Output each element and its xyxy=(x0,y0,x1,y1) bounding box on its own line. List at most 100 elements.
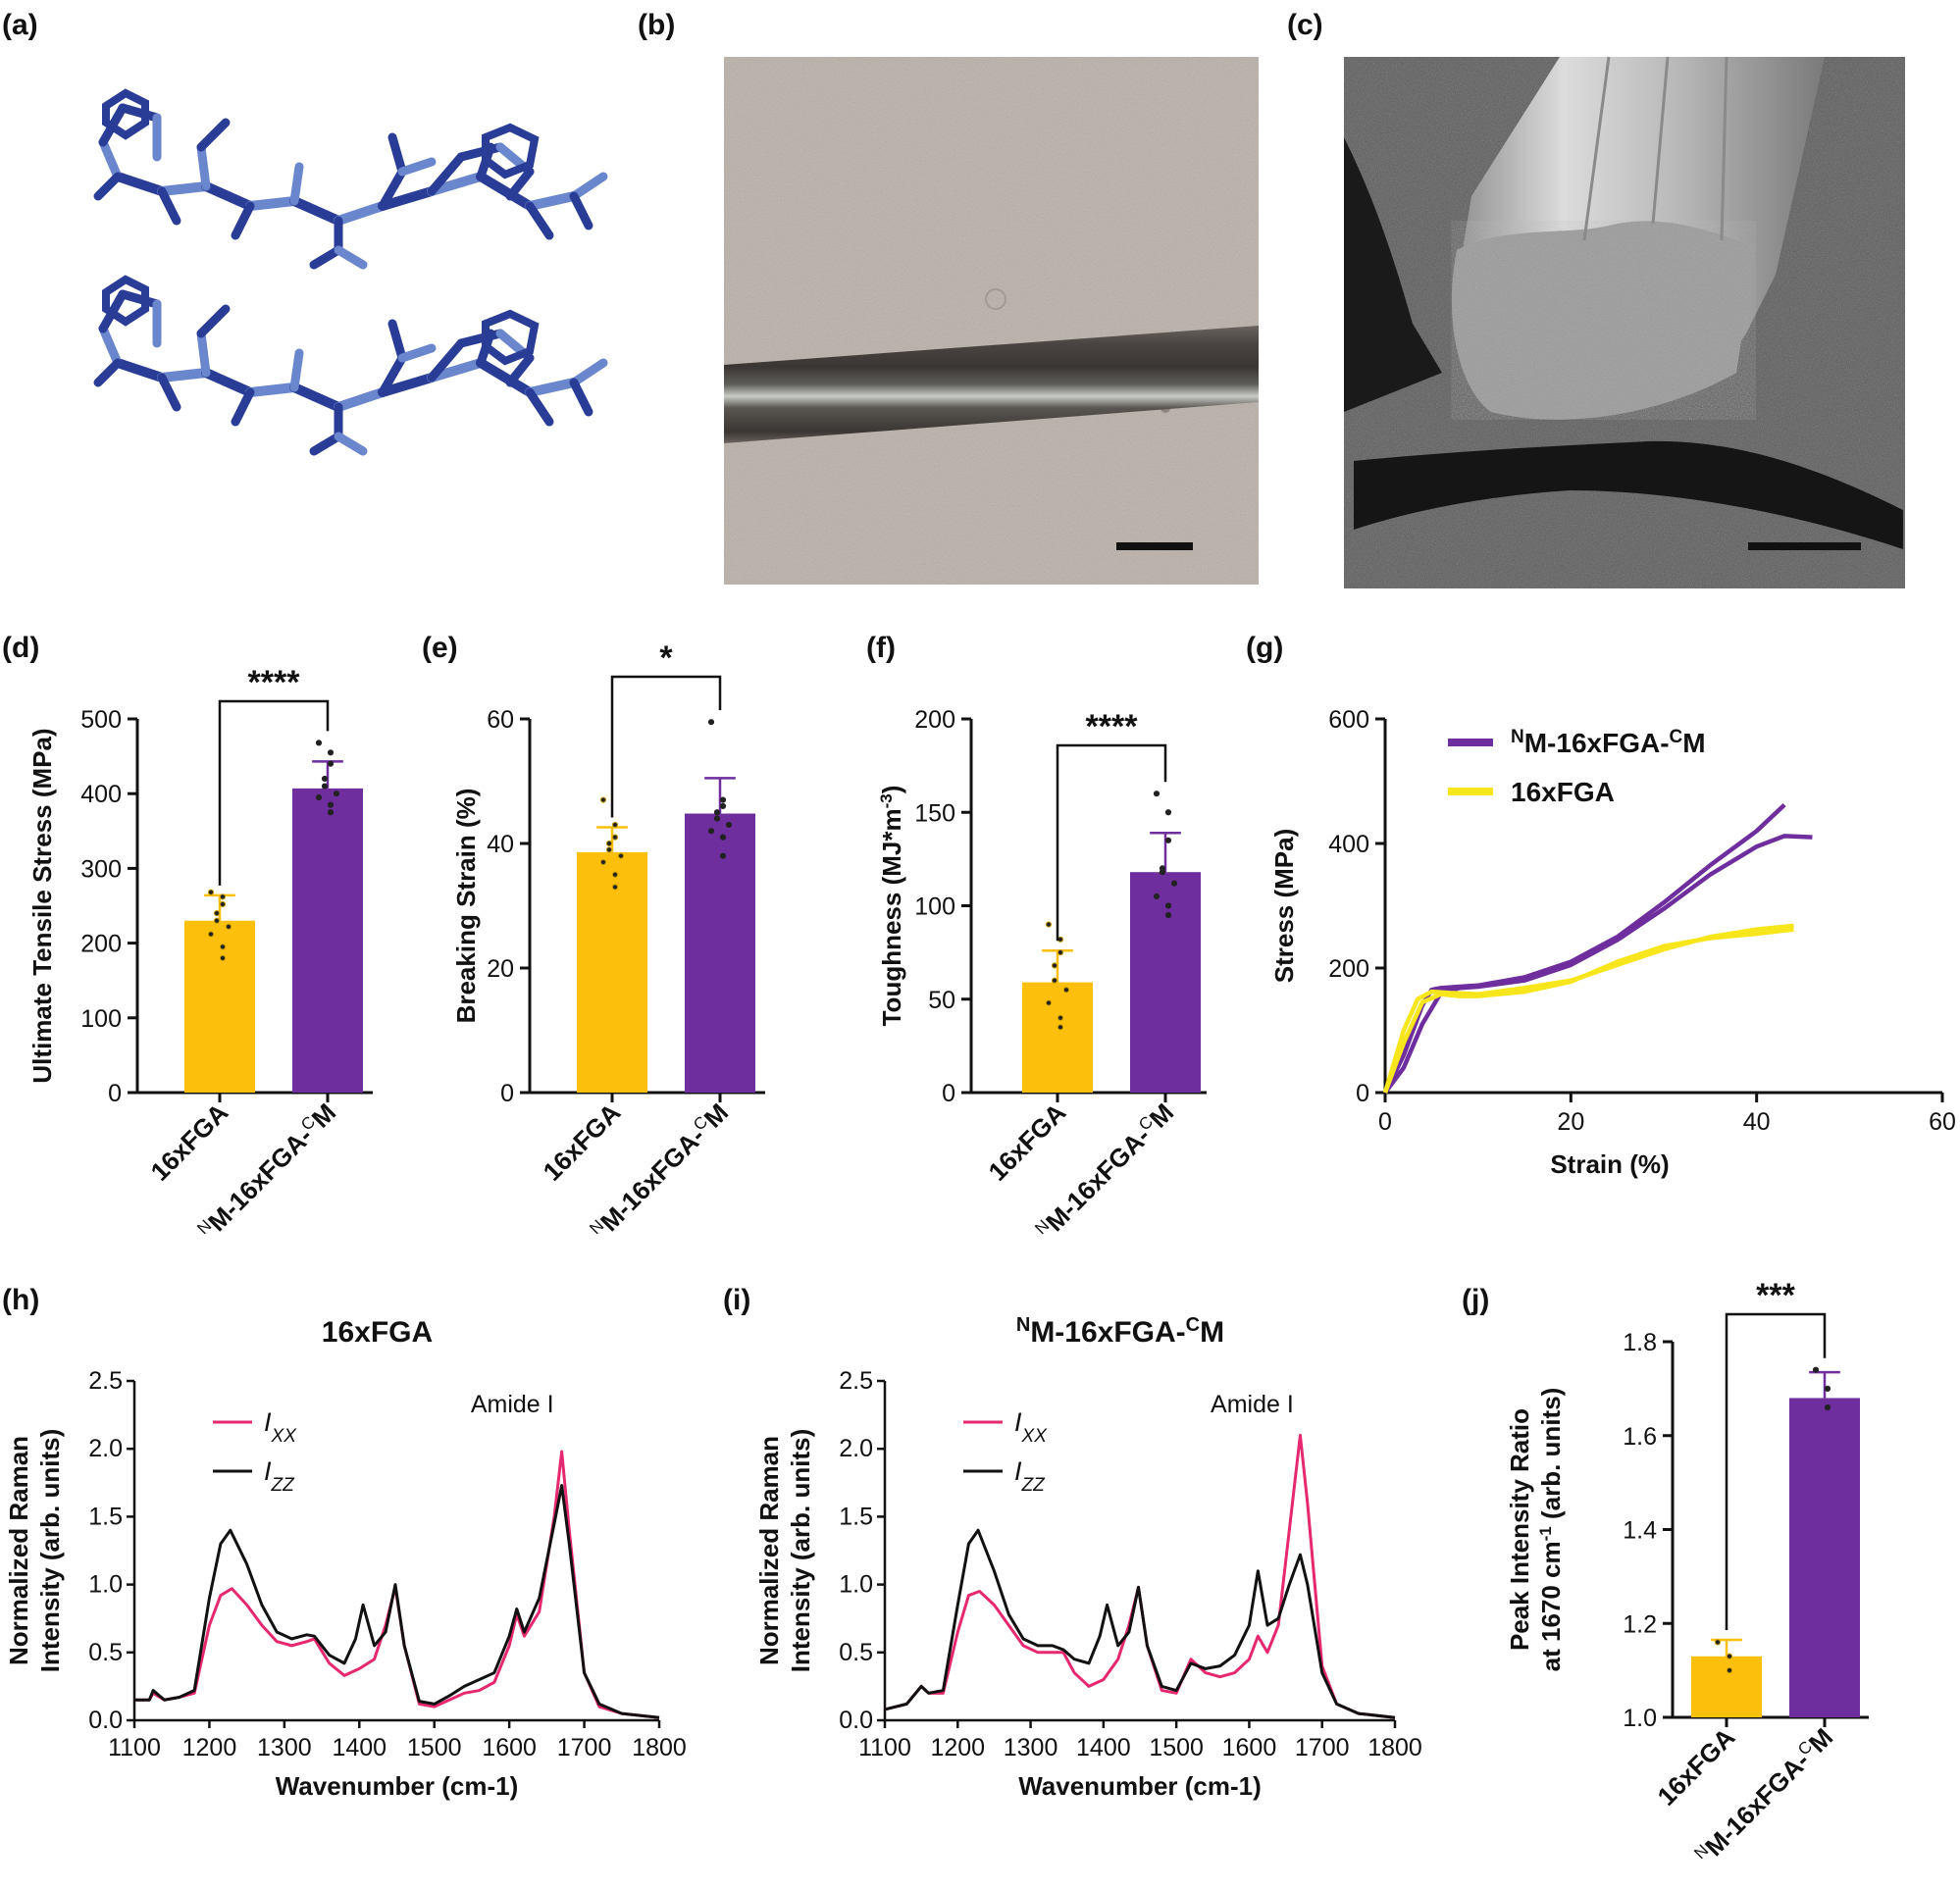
bond xyxy=(245,196,299,211)
bond xyxy=(378,167,407,211)
data-point xyxy=(1164,837,1172,843)
data-point xyxy=(219,944,227,950)
bond xyxy=(397,343,437,363)
scale-bar xyxy=(1748,542,1861,550)
data-point xyxy=(1057,949,1064,956)
data-point xyxy=(1057,1024,1064,1031)
bond xyxy=(334,387,387,412)
bond xyxy=(113,172,167,196)
bar xyxy=(1691,1656,1762,1717)
category-label: 16xFGA xyxy=(145,1097,234,1187)
bond xyxy=(289,383,343,412)
data-point xyxy=(327,749,335,756)
x-axis-label: Wavenumber (cm-1) xyxy=(1018,1771,1262,1801)
tspan: C xyxy=(1186,1314,1200,1336)
bond xyxy=(387,132,407,177)
tspan: -3 xyxy=(877,793,896,808)
significance-label: * xyxy=(659,639,673,677)
y-tick-label: 40 xyxy=(487,831,514,858)
bar xyxy=(1130,872,1201,1093)
data-point xyxy=(315,740,323,746)
significance-bracket xyxy=(1725,1312,1827,1631)
y-tick-label: 0 xyxy=(108,1080,122,1107)
panel-label: (e) xyxy=(422,632,458,664)
y-tick-label: 500 xyxy=(80,706,122,734)
data-point xyxy=(1170,880,1178,887)
data-point xyxy=(1062,987,1070,994)
y-axis-label: Ultimate Tensile Stress (MPa) xyxy=(27,728,57,1083)
y-tick-label: 400 xyxy=(80,781,122,808)
y-tick-label: 1.0 xyxy=(839,1571,873,1599)
chart-stress-strain: 0 200 400 600 0 20 40 60 Strain (%) Stress (MPa) N… xyxy=(1269,706,1956,1179)
data-point xyxy=(1051,962,1058,969)
bond xyxy=(196,304,231,338)
y-tick-label: 100 xyxy=(80,1005,122,1033)
tspan: I xyxy=(264,1456,272,1486)
tspan: ZZ xyxy=(1021,1475,1047,1496)
data-point xyxy=(315,793,323,801)
chart-raman-16xfga: 0.0 0.5 1.0 1.5 2.0 2.5 1100 1200 1300 1400 1500 16… xyxy=(4,1316,687,1801)
x-tick-label: 1300 xyxy=(257,1734,312,1761)
tspan: ) xyxy=(877,786,906,794)
panel-labels: (a) (b) (c) (d) (e) (f) (g) (h) (i) (j) xyxy=(2,9,1489,1316)
bond xyxy=(196,118,231,152)
y-tick-label: 0 xyxy=(942,1080,955,1107)
bond xyxy=(525,378,579,397)
bond xyxy=(334,432,368,456)
data-point xyxy=(1164,911,1172,919)
data-point xyxy=(1153,893,1161,900)
bond xyxy=(378,353,407,397)
series-line xyxy=(1382,802,1786,1095)
y-tick-label: 300 xyxy=(80,855,122,883)
bond xyxy=(476,172,535,211)
bond xyxy=(397,157,437,177)
data-point xyxy=(1812,1366,1820,1373)
bond xyxy=(569,172,608,201)
legend-label: NM-16xFGA-CM xyxy=(1511,727,1706,759)
data-point xyxy=(1726,1653,1733,1659)
x-tick-label: 1500 xyxy=(1149,1734,1204,1761)
bond xyxy=(201,181,255,211)
x-axis-label: Wavenumber (cm-1) xyxy=(276,1771,519,1801)
tspan: N xyxy=(1511,727,1524,747)
chart-ultimate-tensile-stress: 0 100 200 300 400 500 Ultimate Tensile Stress … xyxy=(27,664,373,1238)
tspan: 16xFGA xyxy=(1511,777,1615,807)
y-axis-label: Intensity (arb. units) xyxy=(786,1429,815,1672)
bond xyxy=(476,358,535,397)
data-point xyxy=(719,852,727,859)
tspan: M xyxy=(1200,1316,1224,1349)
data-point xyxy=(213,917,221,924)
data-point xyxy=(713,815,721,822)
tspan: M xyxy=(1682,728,1705,758)
optical-micrograph-image xyxy=(724,57,1259,585)
data-point xyxy=(219,893,227,900)
data-point xyxy=(327,809,335,816)
ring xyxy=(482,309,540,366)
data-point xyxy=(611,884,619,891)
tspan: (arb. units) xyxy=(1536,1388,1566,1527)
chart-peak-intensity-ratio: 1.0 1.2 1.4 1.6 1.8 Peak Intensity Ratio at 16… xyxy=(1505,1277,1869,1862)
y-tick-label: 1.0 xyxy=(1623,1705,1657,1732)
data-point xyxy=(1057,1014,1064,1021)
bond xyxy=(309,432,343,456)
tspan: I xyxy=(1014,1456,1022,1486)
bond xyxy=(334,201,387,226)
ring xyxy=(102,275,149,327)
bond xyxy=(98,137,123,181)
annotation: Amide I xyxy=(1211,1391,1294,1418)
data-point xyxy=(707,828,715,835)
bond xyxy=(157,368,211,383)
bond xyxy=(569,191,593,230)
x-tick-label: 60 xyxy=(1929,1108,1956,1136)
data-point xyxy=(1824,1403,1831,1411)
data-point xyxy=(1726,1667,1733,1674)
data-point xyxy=(611,834,619,841)
y-axis-label: Intensity (arb. units) xyxy=(35,1429,65,1672)
ring xyxy=(482,123,540,179)
x-tick-label: 1100 xyxy=(108,1734,161,1761)
legend-label: IZZ xyxy=(264,1456,295,1496)
bond xyxy=(334,245,368,270)
tspan: Toughness (MJ*m xyxy=(877,808,906,1026)
data-point xyxy=(1164,809,1172,816)
y-tick-label: 600 xyxy=(1328,706,1369,734)
